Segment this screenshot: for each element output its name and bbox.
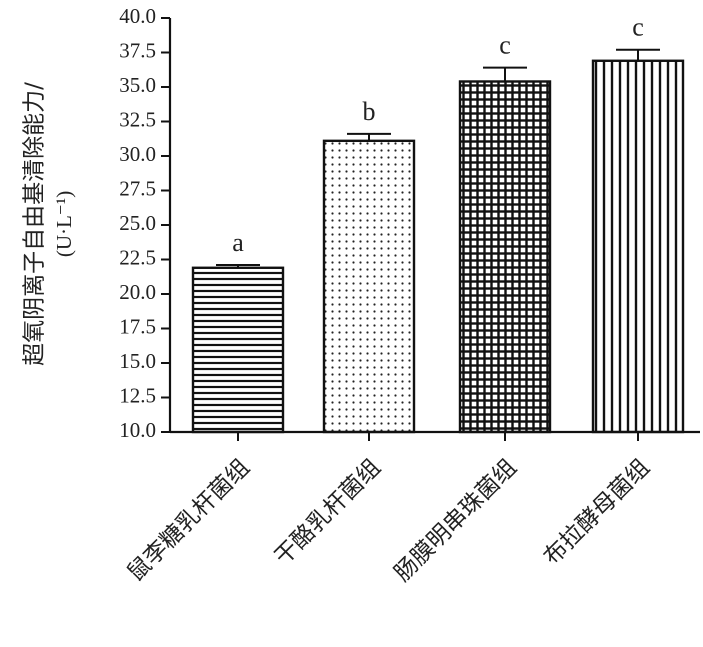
bar [591, 59, 685, 434]
y-tick-label: 30.0 [119, 142, 156, 166]
x-category-label: 鼠李糖乳杆菌组 [123, 454, 255, 586]
y-tick-label: 35.0 [119, 73, 156, 97]
y-tick-label: 27.5 [119, 176, 156, 200]
significance-label: c [632, 13, 644, 42]
y-tick-label: 10.0 [119, 418, 156, 442]
bar [458, 80, 552, 434]
y-tick-label: 22.5 [119, 245, 156, 269]
y-axis-unit-text: (U·L⁻¹) [52, 191, 76, 257]
significance-label: a [232, 228, 244, 257]
bar [322, 139, 416, 434]
y-tick-label: 17.5 [119, 314, 156, 338]
y-tick-label: 15.0 [119, 349, 156, 373]
y-tick-label: 37.5 [119, 38, 156, 62]
y-tick-label: 25.0 [119, 211, 156, 235]
y-axis-title-text: 超氧阴离子自由基清除能力/ [22, 82, 48, 366]
x-category-label: 干酪乳杆菌组 [270, 454, 386, 570]
y-tick-label: 12.5 [119, 383, 156, 407]
bar [191, 266, 285, 434]
x-category-label: 肠膜明串珠菌组 [390, 454, 522, 586]
significance-label: b [363, 97, 376, 126]
x-category-label: 布拉酵母菌组 [539, 454, 655, 570]
y-tick-label: 32.5 [119, 107, 156, 131]
significance-label: c [499, 31, 511, 60]
y-axis-ticks: 10.0 12.5 15.0 17.5 20.0 22.5 25.0 27.5 30.0 32.5… [119, 4, 172, 442]
x-axis [170, 430, 700, 441]
y-tick-label: 40.0 [119, 4, 156, 28]
y-tick-label: 20.0 [119, 280, 156, 304]
bars: a b c c [191, 13, 685, 434]
x-axis-labels: 鼠李糖乳杆菌组 干酪乳杆菌组 肠膜明串珠菌组 布拉酵母菌组 [123, 454, 655, 586]
y-axis-title: 超氧阴离子自由基清除能力/ (U·L⁻¹) [22, 82, 76, 366]
